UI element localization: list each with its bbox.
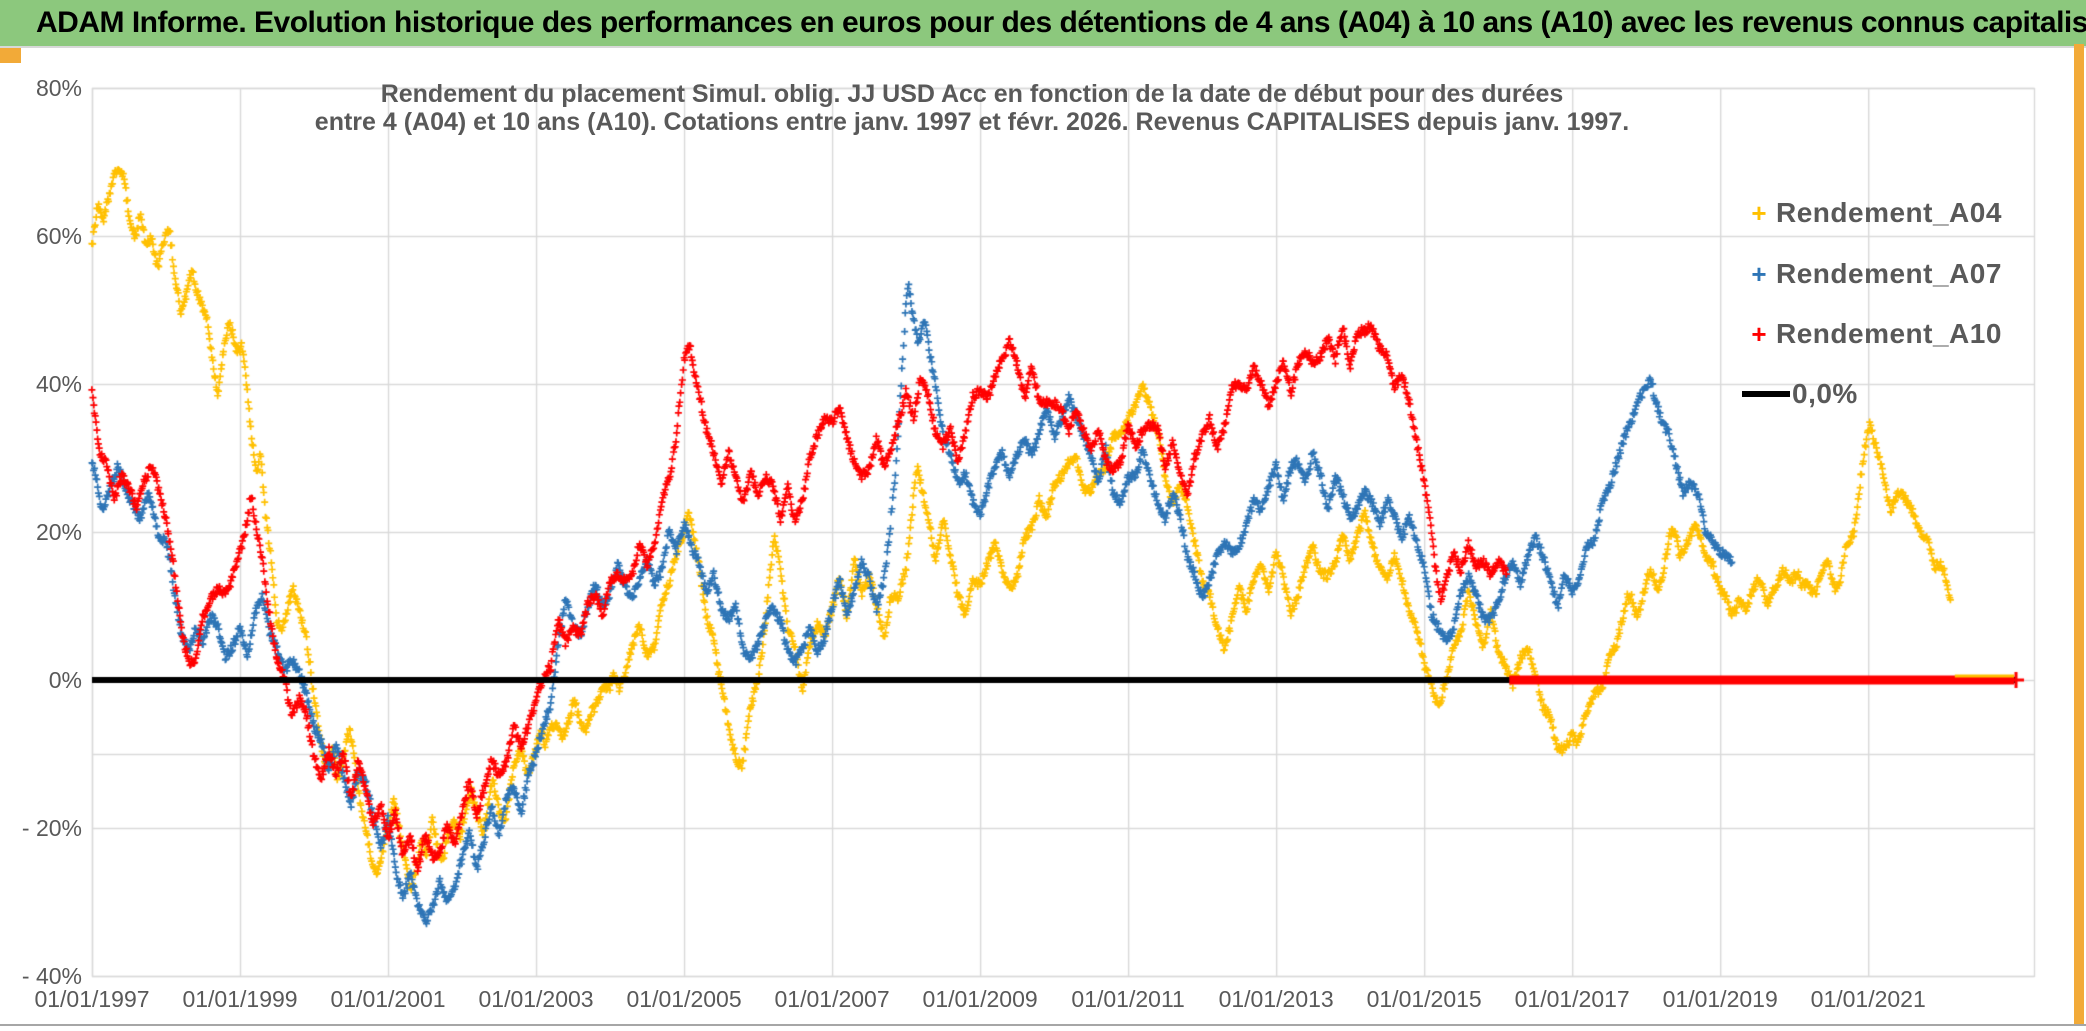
zero-line-swatch bbox=[1742, 391, 1790, 397]
x-tick-label: 01/01/2017 bbox=[1514, 986, 1630, 1012]
x-tick-label: 01/01/2021 bbox=[1810, 986, 1926, 1012]
plus-marker-icon: + bbox=[1751, 198, 1767, 228]
plus-marker-icon: + bbox=[1751, 319, 1767, 349]
y-tick-label: 80% bbox=[35, 75, 82, 101]
x-tick-label: 01/01/2011 bbox=[1071, 986, 1185, 1012]
x-tick-label: 01/01/2015 bbox=[1366, 986, 1482, 1012]
x-tick-label: 01/01/2019 bbox=[1662, 986, 1778, 1012]
legend-label: Rendement_A04 bbox=[1776, 197, 2002, 228]
x-tick-label: 01/01/1997 bbox=[34, 986, 150, 1012]
x-tick-label: 01/01/2009 bbox=[922, 986, 1038, 1012]
x-tick-label: 01/01/2013 bbox=[1218, 986, 1334, 1012]
y-tick-label: 0% bbox=[48, 667, 82, 693]
plus-marker-icon: + bbox=[1751, 259, 1767, 289]
x-tick-label: 01/01/2001 bbox=[330, 986, 446, 1012]
legend-item-zero-line: 0,0% bbox=[1742, 377, 1858, 411]
y-tick-label: - 20% bbox=[21, 815, 82, 841]
legend-label: Rendement_A10 bbox=[1776, 318, 2002, 349]
legend-item-a07: + Rendement_A07 bbox=[1742, 257, 2002, 291]
legend-item-a10: + Rendement_A10 bbox=[1742, 317, 2002, 351]
legend-label: 0,0% bbox=[1792, 378, 1858, 409]
chart-title-line2: entre 4 (A04) et 10 ans (A10). Cotations… bbox=[314, 108, 1630, 136]
chart-title-line1: Rendement du placement Simul. oblig. JJ … bbox=[380, 80, 1564, 108]
y-tick-label: - 40% bbox=[21, 963, 82, 989]
x-tick-label: 01/01/2005 bbox=[626, 986, 742, 1012]
y-tick-label: 60% bbox=[35, 223, 82, 249]
y-tick-label: 20% bbox=[35, 519, 82, 545]
y-tick-label: 40% bbox=[35, 371, 82, 397]
x-tick-label: 01/01/2007 bbox=[774, 986, 890, 1012]
x-tick-label: 01/01/2003 bbox=[478, 986, 594, 1012]
x-tick-label: 01/01/1999 bbox=[182, 986, 298, 1012]
legend-item-a04: + Rendement_A04 bbox=[1742, 196, 2002, 230]
legend-label: Rendement_A07 bbox=[1776, 258, 2002, 289]
